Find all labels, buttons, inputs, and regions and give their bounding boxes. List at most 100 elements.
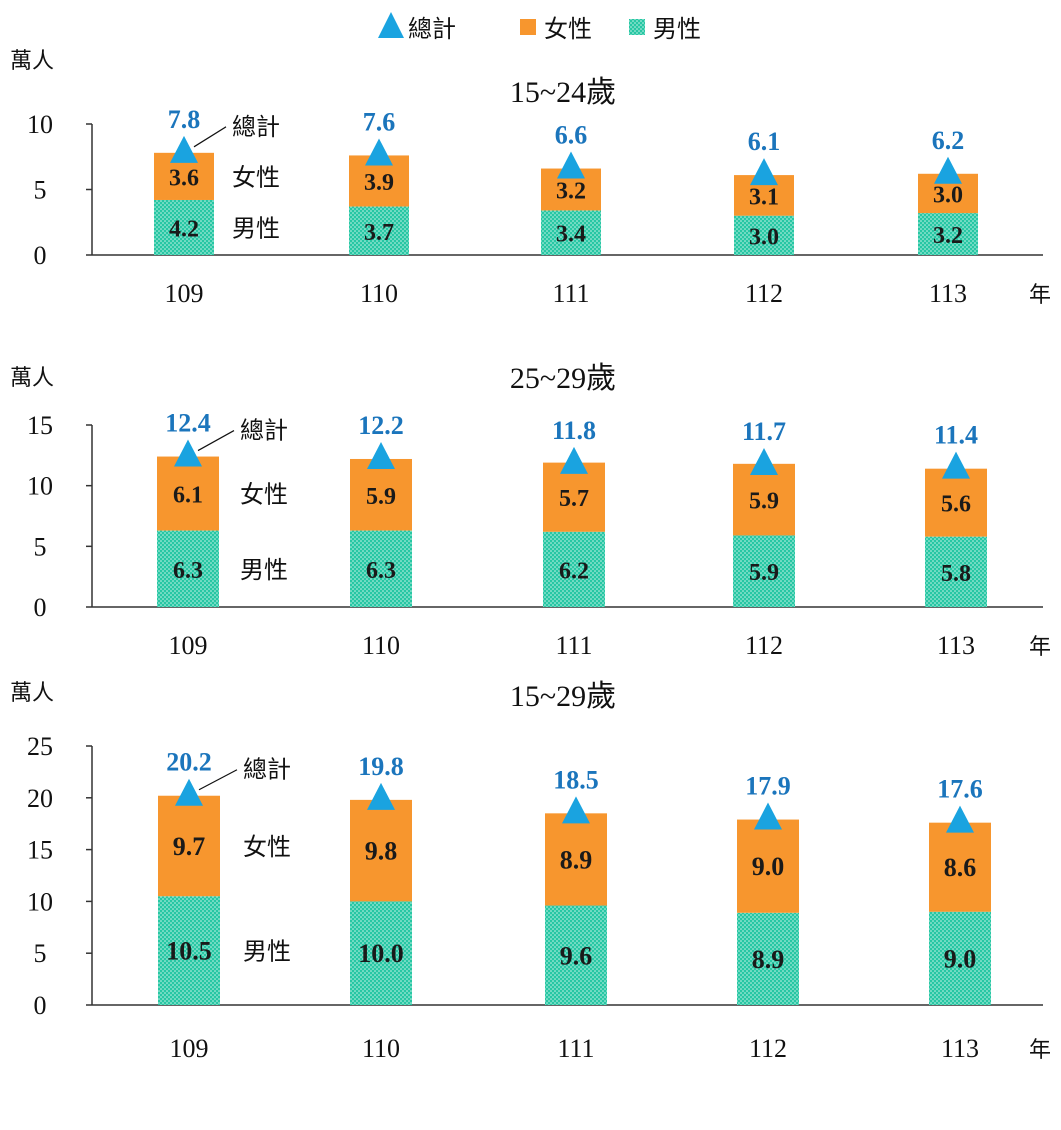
- male-value-label: 10.5: [166, 937, 212, 966]
- annotation-leader-line: [198, 769, 238, 791]
- legend-male-swatch-icon: [629, 19, 645, 35]
- y-tick-label: 25: [27, 732, 53, 761]
- bar-segment-male: [543, 531, 605, 607]
- bar-segment-male: [545, 905, 607, 1005]
- x-tick-label: 109: [170, 1034, 209, 1063]
- annotation-male: 男性: [240, 556, 288, 584]
- annotation-female: 女性: [243, 833, 291, 861]
- male-value-label: 3.0: [749, 224, 779, 250]
- female-value-label: 5.6: [941, 492, 971, 518]
- bar-segment-male: [734, 215, 794, 255]
- female-value-label: 3.1: [749, 184, 779, 210]
- female-value-label: 3.6: [169, 165, 199, 191]
- total-value-label: 19.8: [358, 752, 404, 781]
- legend-male-label: 男性: [653, 15, 701, 43]
- legend-female-label: 女性: [544, 15, 592, 43]
- total-triangle-marker: [562, 796, 590, 824]
- bar-segment-female: [545, 813, 607, 906]
- legend-total-triangle-icon: [378, 12, 404, 38]
- male-value-label: 6.3: [366, 558, 396, 584]
- chart-title: 25~29歲: [510, 362, 616, 395]
- annotation-leader-line: [193, 126, 227, 148]
- total-triangle-marker: [934, 156, 962, 184]
- total-triangle-marker: [557, 151, 585, 179]
- y-tick-label: 10: [27, 110, 53, 139]
- total-value-label: 11.8: [552, 416, 596, 445]
- x-tick-label: 113: [929, 279, 967, 308]
- total-value-label: 12.4: [165, 409, 211, 438]
- total-value-label: 20.2: [166, 748, 212, 777]
- bar-segment-female: [925, 468, 987, 537]
- y-tick-label: 20: [27, 784, 53, 813]
- legend-female-swatch-icon: [520, 19, 536, 35]
- female-value-label: 9.0: [752, 852, 785, 881]
- y-tick-label: 0: [34, 593, 47, 622]
- male-value-label: 8.9: [752, 945, 785, 974]
- total-value-label: 17.6: [937, 775, 983, 804]
- male-value-label: 5.8: [941, 561, 971, 587]
- bar-segment-male: [158, 896, 220, 1005]
- legend-item-male: 男性: [629, 15, 701, 43]
- chart-panel: 15~29歲 萬人年 0 5 10 15 20 25 10.5 9.7 20.2 109 10.0 9.8…: [10, 680, 1051, 1063]
- x-axis-unit-label: 年: [1029, 635, 1051, 660]
- y-tick-label: 5: [34, 532, 47, 561]
- annotation-male: 男性: [243, 938, 291, 966]
- total-value-label: 7.8: [168, 105, 201, 134]
- male-value-label: 4.2: [169, 216, 199, 242]
- female-value-label: 5.9: [366, 484, 396, 510]
- y-tick-label: 0: [34, 991, 47, 1020]
- x-tick-label: 111: [557, 1034, 594, 1063]
- female-value-label: 8.6: [944, 853, 977, 882]
- bar-segment-female: [350, 458, 412, 531]
- y-tick-label: 15: [27, 836, 53, 865]
- bar-segment-female: [543, 462, 605, 532]
- legend: 總計 女性 男性: [378, 12, 701, 43]
- total-triangle-marker: [750, 158, 778, 186]
- y-axis-unit-label: 萬人: [10, 49, 54, 74]
- annotation-total: 總計: [240, 417, 288, 445]
- total-triangle-marker: [946, 805, 974, 833]
- legend-item-total: 總計: [378, 12, 456, 43]
- y-tick-label: 10: [27, 887, 53, 916]
- female-value-label: 5.7: [559, 486, 589, 512]
- bar-segment-male: [929, 911, 991, 1005]
- x-axis-unit-label: 年: [1029, 1038, 1051, 1063]
- y-axis-unit-label: 萬人: [10, 366, 54, 391]
- bar-segment-male: [157, 530, 219, 607]
- y-tick-label: 5: [34, 939, 47, 968]
- bar-segment-female: [929, 822, 991, 912]
- male-value-label: 3.4: [556, 222, 586, 248]
- x-tick-label: 109: [165, 279, 204, 308]
- x-tick-label: 111: [555, 631, 592, 660]
- chart-panel: 25~29歲 萬人年 0 5 10 15 6.3 6.1 12.4 109 6.3 5.9 12.2 11…: [10, 362, 1051, 660]
- male-value-label: 5.9: [749, 560, 779, 586]
- x-tick-label: 112: [745, 631, 783, 660]
- bar-segment-male: [733, 535, 795, 607]
- annotation-total: 總計: [243, 756, 291, 784]
- bar-segment-male: [350, 530, 412, 607]
- male-value-label: 9.0: [944, 944, 977, 973]
- chart-panels: 15~24歲萬人年05104.23.67.81093.73.97.61103.4…: [10, 49, 1051, 1063]
- bar-segment-female: [737, 819, 799, 913]
- total-value-label: 11.7: [742, 417, 786, 446]
- female-value-label: 3.2: [556, 179, 586, 205]
- bar-segment-female: [158, 795, 220, 897]
- annotation-female: 女性: [232, 163, 280, 191]
- y-tick-label: 5: [34, 176, 47, 205]
- chart-panel: 15~24歲 萬人年 0 5 10 4.2 3.6 7.8 109 3.7 3.9 7.6 110 3.4…: [10, 49, 1051, 308]
- x-tick-label: 109: [169, 631, 208, 660]
- bar-segment-female: [733, 463, 795, 536]
- male-value-label: 6.2: [559, 558, 589, 584]
- chart-title: 15~29歲: [510, 680, 616, 713]
- x-axis-unit-label: 年: [1029, 283, 1051, 308]
- female-value-label: 6.1: [173, 483, 203, 509]
- bar-segment-female: [157, 456, 219, 531]
- female-value-label: 9.7: [173, 832, 206, 861]
- annotation-female: 女性: [240, 481, 288, 509]
- total-triangle-marker: [367, 441, 395, 469]
- chart-title: 15~24歲: [510, 76, 616, 109]
- annotation-total: 總計: [232, 113, 280, 141]
- male-value-label: 6.3: [173, 558, 203, 584]
- annotation-male: 男性: [232, 214, 280, 242]
- total-triangle-marker: [367, 782, 395, 810]
